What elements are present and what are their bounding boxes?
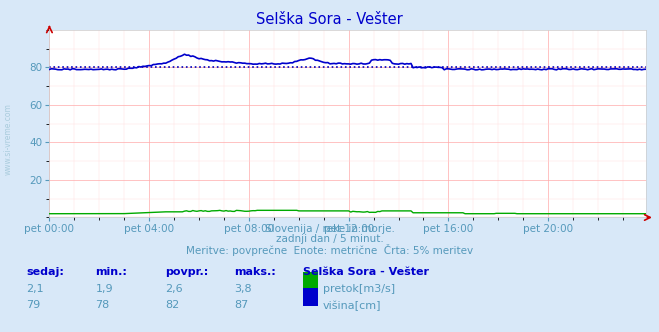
Text: Slovenija / reke in morje.: Slovenija / reke in morje. (264, 224, 395, 234)
Text: 78: 78 (96, 300, 110, 310)
Text: maks.:: maks.: (234, 267, 275, 277)
Text: povpr.:: povpr.: (165, 267, 208, 277)
Text: višina[cm]: višina[cm] (323, 300, 382, 311)
Text: 82: 82 (165, 300, 179, 310)
Text: Meritve: povprečne  Enote: metrične  Črta: 5% meritev: Meritve: povprečne Enote: metrične Črta:… (186, 244, 473, 256)
Text: sedaj:: sedaj: (26, 267, 64, 277)
Text: 79: 79 (26, 300, 41, 310)
Text: 3,8: 3,8 (234, 284, 252, 294)
Text: www.si-vreme.com: www.si-vreme.com (4, 104, 13, 175)
Text: 1,9: 1,9 (96, 284, 113, 294)
Text: 2,6: 2,6 (165, 284, 183, 294)
Text: Selška Sora - Vešter: Selška Sora - Vešter (256, 12, 403, 27)
Text: Selška Sora - Vešter: Selška Sora - Vešter (303, 267, 429, 277)
Text: zadnji dan / 5 minut.: zadnji dan / 5 minut. (275, 234, 384, 244)
Text: pretok[m3/s]: pretok[m3/s] (323, 284, 395, 294)
Text: 87: 87 (234, 300, 248, 310)
Text: 2,1: 2,1 (26, 284, 44, 294)
Text: min.:: min.: (96, 267, 127, 277)
